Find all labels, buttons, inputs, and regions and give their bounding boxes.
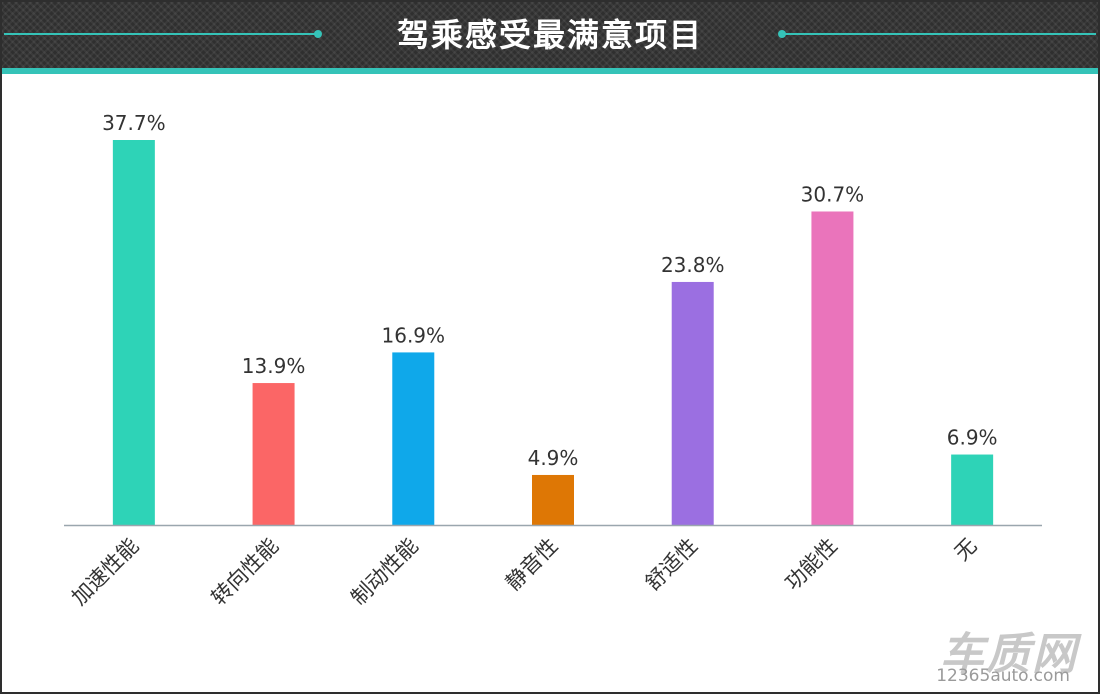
data-label-5: 23.8%	[661, 253, 725, 277]
bar-5	[671, 281, 714, 525]
title-banner	[2, 2, 1098, 68]
bar-1	[112, 140, 155, 525]
bar-3	[392, 352, 435, 525]
title-banner-accent-strip	[2, 68, 1098, 74]
bar-7	[951, 454, 994, 525]
watermark-brand: 车质网	[940, 629, 1078, 680]
category-label-5: 舒适性	[641, 534, 703, 596]
chart-title: 驾乘感受最满意项目	[396, 16, 703, 54]
title-decor-dot-left	[314, 30, 322, 38]
data-label-1: 37.7%	[102, 111, 166, 135]
data-label-6: 30.7%	[801, 182, 865, 206]
data-label-3: 16.9%	[382, 323, 446, 347]
category-label-6: 功能性	[780, 534, 842, 596]
watermark-site: 12365auto.com	[936, 666, 1070, 686]
data-label-4: 4.9%	[528, 446, 579, 470]
data-label-2: 13.9%	[242, 354, 306, 378]
category-label-3: 制动性能	[346, 534, 422, 610]
category-label-7: 无	[950, 534, 982, 566]
category-label-2: 转向性能	[207, 534, 283, 610]
bar-4	[532, 474, 574, 525]
title-decor-line-left	[4, 33, 318, 35]
bar-2	[252, 383, 295, 525]
category-label-4: 静音性	[501, 534, 563, 596]
title-decor-line-right	[782, 33, 1096, 35]
data-label-7: 6.9%	[947, 426, 998, 450]
watermark-logo: 车质网 12365auto.com	[898, 610, 1088, 690]
bar-6	[811, 211, 854, 525]
title-decor-dot-right	[778, 30, 786, 38]
category-label-1: 加速性能	[67, 534, 143, 610]
